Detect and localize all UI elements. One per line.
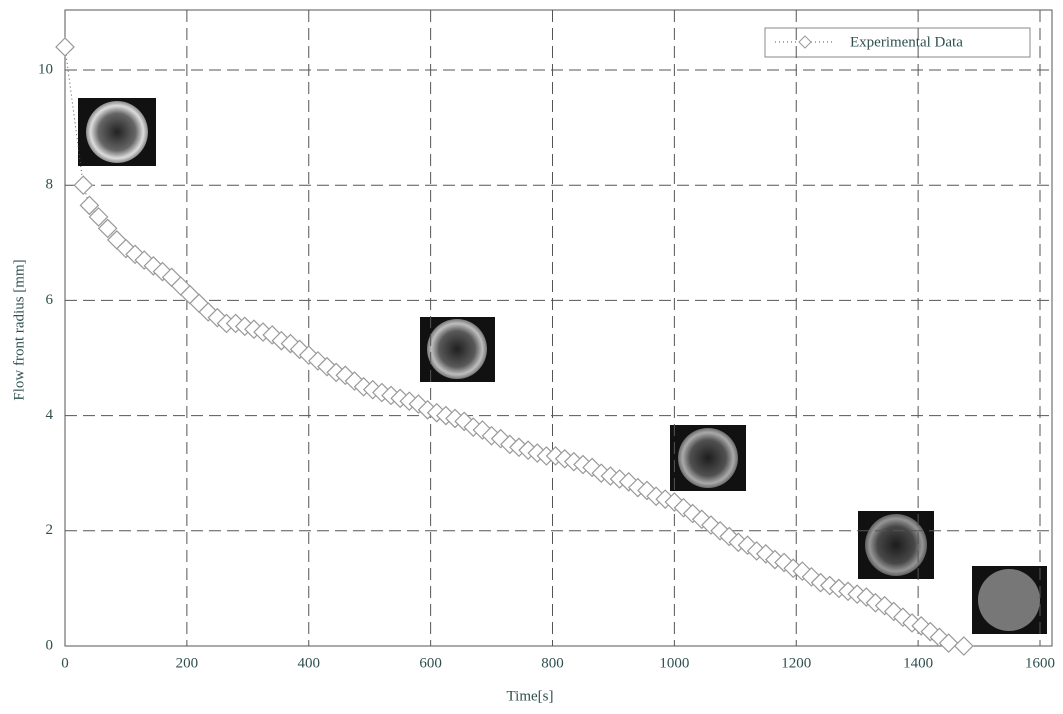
photo-well — [86, 101, 148, 163]
data-point — [79, 195, 100, 216]
data-point — [88, 207, 109, 227]
photo-well — [865, 514, 927, 576]
y-tick-label: 10 — [38, 61, 53, 77]
series-line — [64, 46, 964, 647]
data-point — [938, 633, 959, 653]
y-tick-label: 6 — [46, 292, 54, 308]
data-point — [73, 175, 94, 196]
photo-well — [978, 569, 1040, 631]
x-tick-label: 400 — [298, 655, 321, 671]
photo-well — [427, 319, 487, 379]
x-tick-label: 600 — [419, 655, 442, 671]
data-point — [55, 37, 75, 57]
photo-well — [678, 428, 738, 488]
data-point — [97, 218, 118, 239]
x-tick-label: 200 — [176, 655, 199, 671]
x-tick-label: 1600 — [1025, 655, 1055, 671]
legend-marker — [798, 35, 812, 49]
legend — [764, 27, 1031, 58]
plot-frame — [64, 9, 1053, 647]
x-tick-label: 0 — [61, 655, 69, 671]
x-tick-label: 1200 — [781, 655, 811, 671]
y-tick-label: 2 — [46, 522, 54, 538]
legend-label: Experimental Data — [850, 34, 963, 50]
x-axis-label: Time[s] — [507, 688, 554, 704]
y-tick-label: 0 — [46, 637, 54, 653]
y-tick-label: 8 — [46, 177, 54, 193]
y-axis-label: Flow front radius [mm] — [11, 259, 27, 400]
photos — [78, 98, 1047, 634]
x-tick-label: 800 — [541, 655, 564, 671]
y-tick-label: 4 — [46, 407, 54, 423]
x-tick-label: 1400 — [903, 655, 933, 671]
data-point — [953, 636, 974, 656]
x-tick-label: 1000 — [659, 655, 689, 671]
